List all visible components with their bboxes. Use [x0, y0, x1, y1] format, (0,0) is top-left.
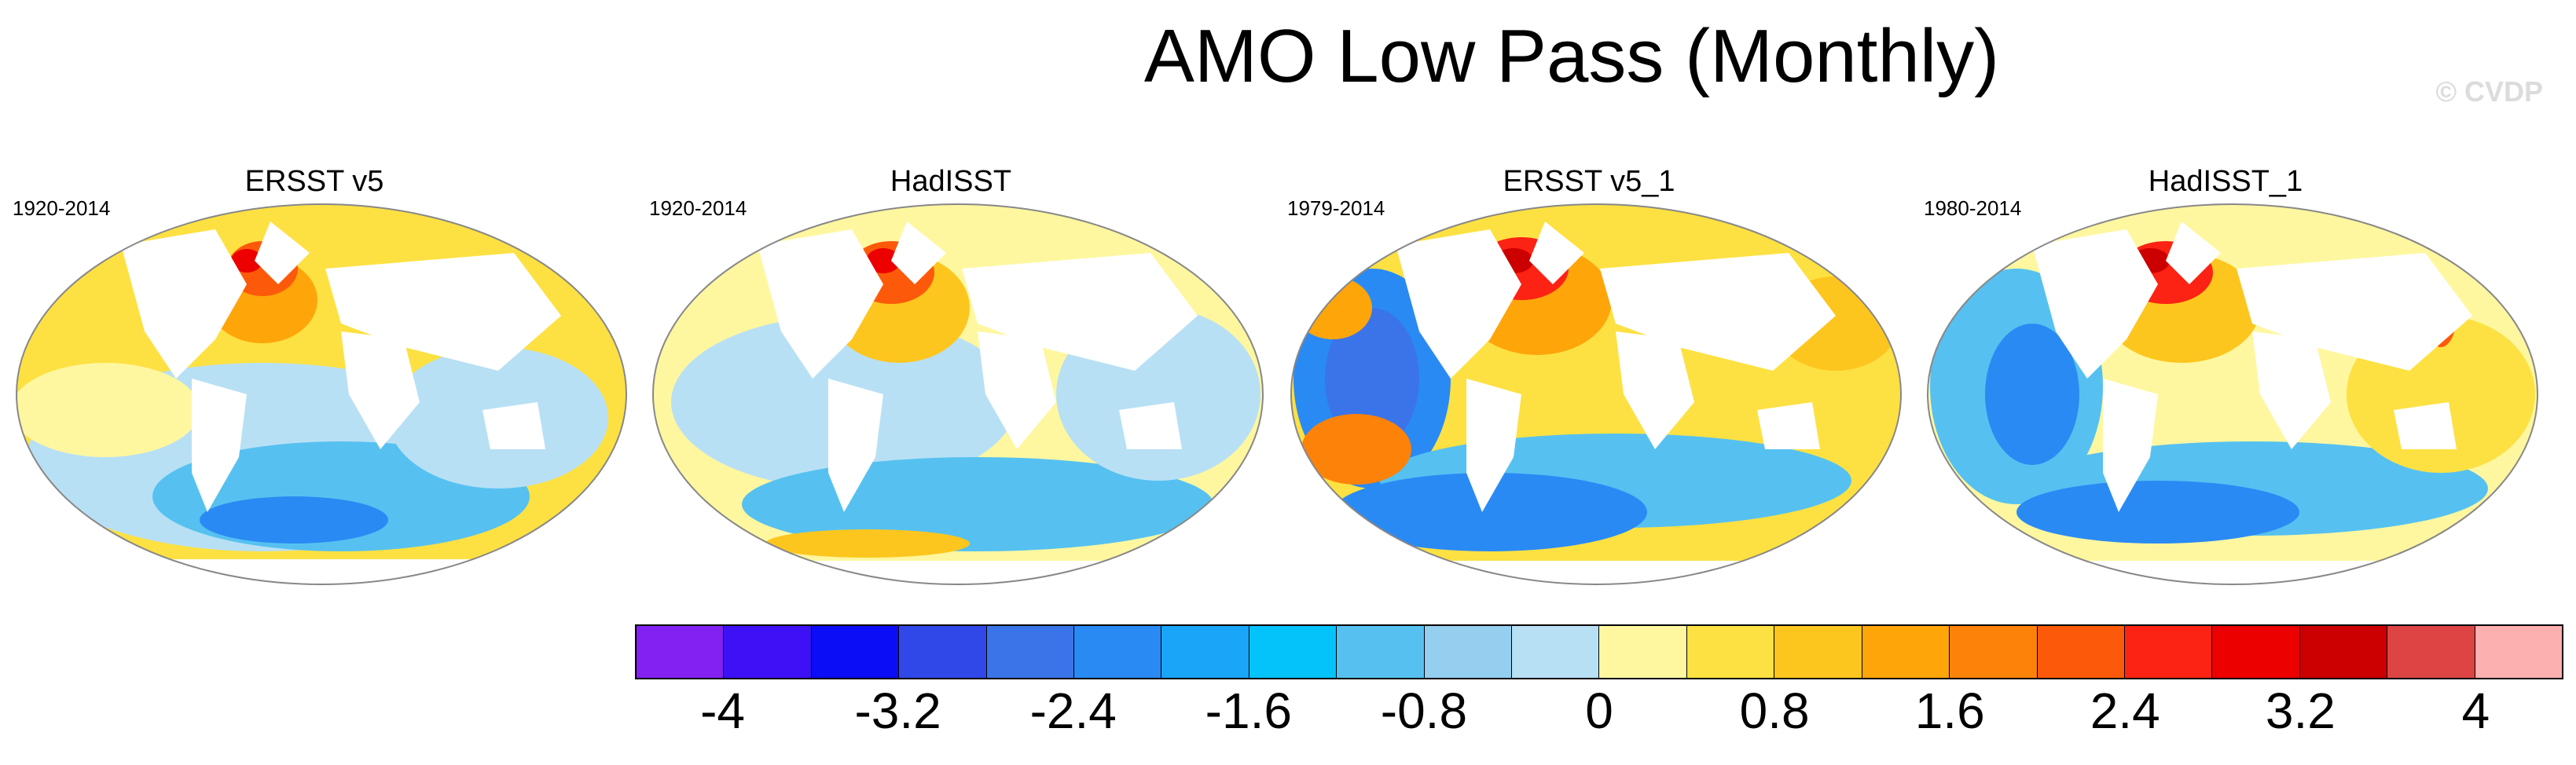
panel-title: HadISST	[890, 165, 1012, 198]
colorbar-tick-label: 4	[2461, 683, 2490, 739]
map-panel-ersst-v5-1: ERSST v5_1 1979-2014	[1275, 157, 1903, 597]
panel-period: 1920-2014	[649, 196, 747, 220]
map-panel-hadisst: HadISST 1920-2014	[637, 157, 1265, 597]
colorbar-cell	[899, 626, 987, 678]
colorbar-cell	[2387, 626, 2475, 678]
colorbar-cell	[724, 626, 812, 678]
colorbar	[635, 624, 2563, 679]
colorbar-cell	[1686, 626, 1775, 678]
colorbar-tick-label: 3.2	[2265, 683, 2336, 739]
colorbar-tick-label: -0.8	[1380, 683, 1468, 739]
panel-title: ERSST v5	[244, 165, 384, 198]
colorbar-cell	[2212, 626, 2300, 678]
map-panel-hadisst-1: HadISST_1 1980-2014	[1911, 157, 2540, 597]
panel-period: 1920-2014	[13, 196, 111, 220]
colorbar-tick-label: -3.2	[854, 683, 941, 739]
panel-period: 1980-2014	[1924, 196, 2022, 220]
colorbar-cell	[637, 626, 725, 678]
colorbar-tick-label: -1.6	[1205, 683, 1292, 739]
colorbar-tick-label: 2.4	[2090, 683, 2160, 739]
world-map-robinson	[16, 203, 627, 585]
colorbar-cell	[1424, 626, 1513, 678]
colorbar-cell	[1950, 626, 2038, 678]
world-map-robinson	[1927, 203, 2538, 585]
colorbar-cell	[1862, 626, 1950, 678]
cvdp-credit: © CVDP	[2435, 75, 2543, 108]
colorbar-cell	[1599, 626, 1687, 678]
map-panel-ersst-v5: ERSST v5 1920-2014	[0, 157, 629, 597]
colorbar-cell	[986, 626, 1075, 678]
colorbar-cell	[811, 626, 900, 678]
colorbar-tick-label: -4	[700, 683, 745, 739]
colorbar-cell	[2124, 626, 2213, 678]
colorbar-tick-label: 0.8	[1739, 683, 1810, 739]
colorbar-cell	[1337, 626, 1425, 678]
world-map-robinson	[652, 203, 1264, 585]
colorbar-cell	[2299, 626, 2388, 678]
colorbar-cell	[1161, 626, 1249, 678]
world-map-robinson	[1290, 203, 1902, 585]
colorbar-cell	[1074, 626, 1162, 678]
colorbar-cell	[1249, 626, 1338, 678]
colorbar-cell	[2475, 626, 2562, 678]
panel-period: 1979-2014	[1287, 196, 1385, 220]
colorbar-cell	[2037, 626, 2125, 678]
panel-title: HadISST_1	[2148, 165, 2303, 198]
colorbar-tick-label: 1.6	[1914, 683, 1985, 739]
colorbar-cell	[1512, 626, 1600, 678]
colorbar-tick-label: -2.4	[1029, 683, 1117, 739]
colorbar-tick-label: 0	[1585, 683, 1613, 739]
colorbar-cell	[1774, 626, 1862, 678]
figure-title: AMO Low Pass (Monthly)	[1143, 14, 2000, 98]
panel-title: ERSST v5_1	[1503, 165, 1675, 198]
